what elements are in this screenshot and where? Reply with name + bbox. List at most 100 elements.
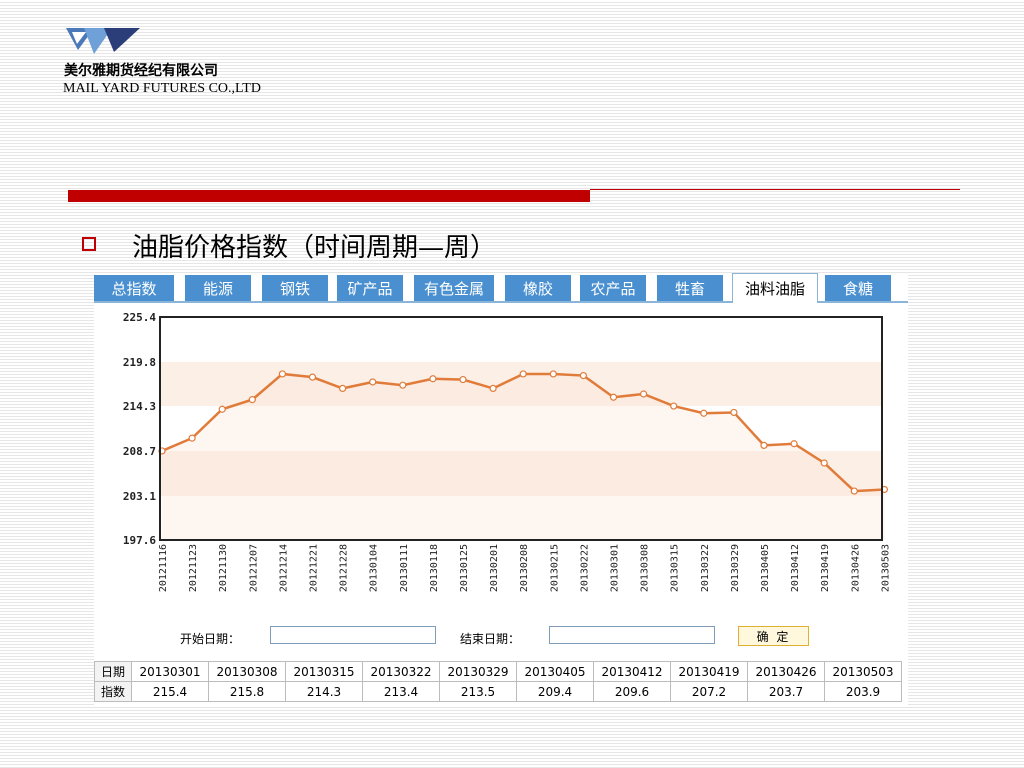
index-cell: 213.5 — [439, 681, 517, 702]
date-cell: 20130301 — [131, 661, 209, 682]
data-point — [820, 459, 828, 467]
x-tick-label: 20130329 — [730, 544, 741, 592]
x-tick-label: 20121228 — [339, 544, 350, 592]
y-tick-label: 214.3 — [123, 400, 156, 413]
title-accent-line — [590, 189, 960, 190]
end-date-label: 结束日期： — [460, 632, 521, 646]
plot-area — [160, 317, 882, 540]
data-point — [489, 384, 497, 392]
square-bullet-icon — [82, 237, 96, 251]
x-tick-label: 20130405 — [760, 544, 771, 592]
x-tick-label: 20130426 — [850, 544, 861, 592]
data-point — [670, 402, 678, 410]
tab-steel[interactable]: 钢铁 — [262, 275, 328, 301]
data-point — [459, 375, 467, 384]
x-tick-label: 20121116 — [158, 544, 169, 592]
index-cell: 213.4 — [362, 681, 440, 702]
y-tick-label: 203.1 — [123, 490, 156, 503]
x-tick-label: 20130125 — [459, 544, 470, 592]
slide-title: 油脂价格指数（时间周期—周） — [132, 233, 497, 263]
data-point — [639, 390, 648, 398]
plot-band — [160, 361, 882, 407]
data-point — [579, 371, 587, 380]
end-date-input[interactable] — [549, 626, 715, 644]
tab-bar-underline — [94, 301, 908, 303]
data-point — [730, 408, 738, 417]
plot-border — [159, 316, 883, 541]
date-cell: 20130329 — [439, 661, 517, 682]
data-point — [308, 373, 317, 381]
x-tick-label: 20121123 — [188, 544, 199, 592]
tab-livestock[interactable]: 牲畜 — [657, 275, 723, 301]
index-row: 指数 215.4 215.8 214.3 213.4 213.5 209.4 2… — [94, 681, 902, 702]
data-point — [369, 378, 377, 386]
data-point — [850, 487, 858, 495]
date-cell: 20130503 — [824, 661, 902, 682]
x-tick-label: 20130111 — [399, 544, 410, 592]
data-point — [760, 441, 768, 449]
index-cell: 207.2 — [670, 681, 748, 702]
x-tick-label: 20130322 — [700, 544, 711, 592]
date-row: 日期 20130301 20130308 20130315 20130322 2… — [94, 661, 902, 682]
x-tick-label: 20130222 — [579, 544, 590, 592]
x-tick-label: 20130104 — [369, 544, 380, 592]
date-cell: 20130419 — [670, 661, 748, 682]
tab-nonferrous[interactable]: 有色金属 — [414, 275, 494, 301]
data-point — [248, 396, 256, 404]
index-cell: 214.3 — [285, 681, 363, 702]
date-cell: 20130412 — [593, 661, 671, 682]
y-tick-label: 219.8 — [123, 356, 156, 369]
date-cell: 20130405 — [516, 661, 594, 682]
tab-total-index[interactable]: 总指数 — [94, 275, 174, 301]
data-point — [188, 434, 196, 442]
data-point — [399, 381, 407, 389]
tab-energy[interactable]: 能源 — [185, 275, 251, 301]
plot-band — [160, 450, 882, 496]
x-tick-label: 20130315 — [670, 544, 681, 592]
tab-agricultural[interactable]: 农产品 — [580, 275, 646, 301]
date-row-header: 日期 — [94, 661, 132, 682]
category-tab-bar: 总指数 能源 钢铁 矿产品 有色金属 橡胶 农产品 牲畜 油料油脂 食糖 — [94, 273, 908, 303]
data-point — [339, 384, 347, 392]
tab-minerals[interactable]: 矿产品 — [337, 275, 403, 301]
tab-oilseeds-oils[interactable]: 油料油脂 — [732, 273, 818, 303]
x-tick-label: 20130208 — [519, 544, 530, 592]
x-tick-label: 20121214 — [278, 544, 289, 592]
data-point — [700, 409, 708, 417]
date-cell: 20130315 — [285, 661, 363, 682]
date-cell: 20130322 — [362, 661, 440, 682]
data-point — [609, 393, 618, 401]
data-point — [278, 370, 286, 378]
index-row-header: 指数 — [94, 681, 132, 702]
x-tick-label: 20130503 — [880, 544, 891, 592]
x-tick-label: 20130118 — [429, 544, 440, 592]
data-point — [549, 370, 557, 378]
y-tick-label: 208.7 — [123, 445, 156, 458]
index-cell: 203.7 — [747, 681, 825, 702]
confirm-button[interactable]: 确 定 — [738, 626, 809, 646]
x-tick-label: 20130215 — [549, 544, 560, 592]
title-accent-bar — [68, 190, 590, 202]
x-tick-label: 20130301 — [610, 544, 621, 592]
data-point — [519, 370, 527, 378]
index-cell: 209.4 — [516, 681, 594, 702]
index-cell: 209.6 — [593, 681, 671, 702]
company-name-en: MAIL YARD FUTURES CO.,LTD — [63, 81, 261, 96]
company-logo-icon — [64, 26, 142, 56]
index-cell: 203.9 — [824, 681, 902, 702]
data-point — [790, 440, 798, 448]
start-date-label: 开始日期： — [180, 632, 241, 646]
x-tick-label: 20130201 — [489, 544, 500, 592]
company-name-cn: 美尔雅期货经纪有限公司 — [64, 63, 218, 79]
date-cell: 20130308 — [208, 661, 286, 682]
x-tick-label: 20121130 — [218, 544, 229, 592]
date-cell: 20130426 — [747, 661, 825, 682]
tab-sugar[interactable]: 食糖 — [825, 275, 891, 301]
data-point — [429, 375, 437, 383]
data-point — [218, 405, 226, 413]
index-cell: 215.8 — [208, 681, 286, 702]
tab-rubber[interactable]: 橡胶 — [505, 275, 571, 301]
start-date-input[interactable] — [270, 626, 436, 644]
x-tick-label: 20121207 — [248, 544, 259, 592]
